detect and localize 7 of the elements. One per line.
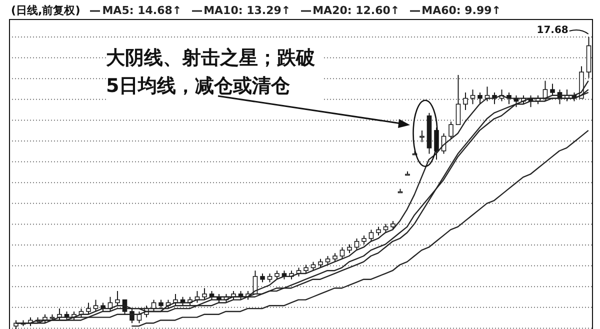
annotation: 大阴线、射击之星；跌破5日均线，减仓或清仓	[106, 44, 324, 100]
legend-label: MA5: 14.68↑	[102, 4, 182, 17]
legend-label: MA20: 12.60↑	[312, 4, 400, 17]
legend-label: MA10: 13.29↑	[204, 4, 291, 17]
chart-title: (日线,前复权)	[11, 3, 80, 18]
text: 17.68	[536, 25, 568, 36]
legend-label: MA60: 9.99↑	[422, 4, 501, 17]
